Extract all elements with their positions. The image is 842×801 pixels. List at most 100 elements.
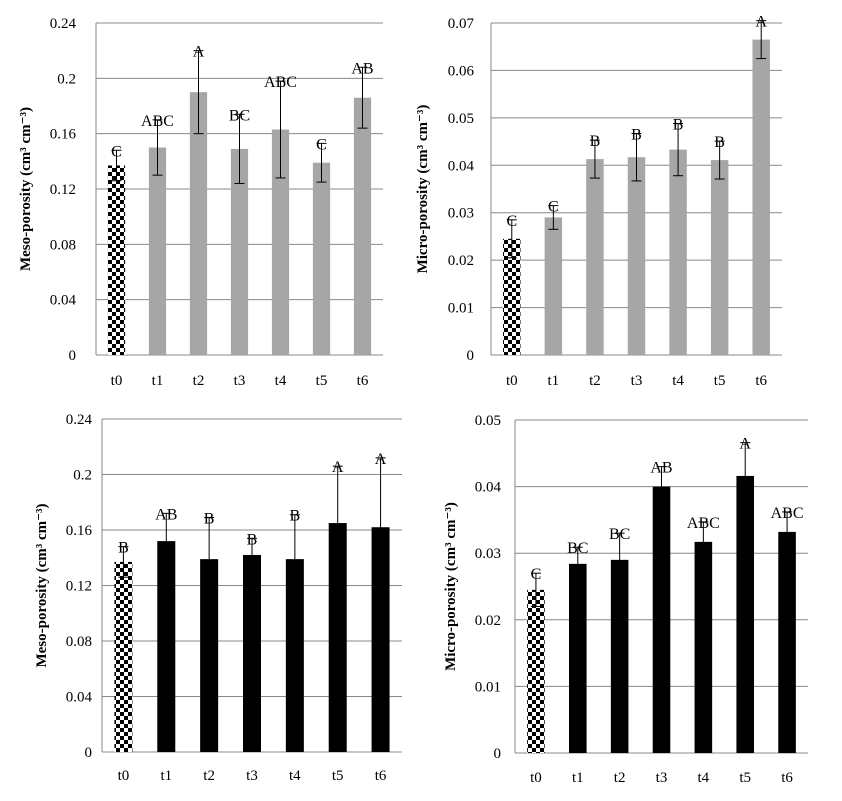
y-tick-label: 0.05 — [475, 413, 501, 429]
bar-t2 — [189, 92, 208, 356]
y-tick-label: 0.16 — [66, 523, 93, 539]
bar-t6 — [353, 97, 372, 355]
bar-t6 — [752, 39, 770, 355]
y-axis-label: Micro-porosity (cm³ cm⁻³) — [443, 502, 459, 671]
y-tick-label: 0 — [85, 745, 93, 761]
top-right-micro-chart: 0 0.01 0.02 0.03 0.04 0.05 0.06 0.07 Micro-poros… — [415, 14, 782, 389]
x-tick-label: t3 — [656, 770, 668, 786]
y-tick-label: 0.24 — [50, 16, 77, 32]
y-tick-label: 0.16 — [50, 127, 77, 143]
bar-t0 — [503, 238, 521, 355]
bar-t2 — [586, 159, 604, 355]
x-tick-label: t1 — [548, 373, 560, 389]
bar-t4 — [285, 559, 304, 752]
bar-t1 — [148, 147, 167, 355]
y-tick-label: 0.12 — [50, 182, 76, 198]
significance-label: A — [375, 451, 387, 468]
y-tick-label: 0.02 — [475, 613, 501, 629]
y-tick-label: 0.03 — [448, 206, 474, 222]
y-tick-label: 0.03 — [475, 546, 501, 562]
significance-label: C — [548, 199, 559, 216]
x-tick-label: t4 — [275, 373, 287, 389]
bar-t2 — [200, 559, 219, 752]
y-tick-label: 0.01 — [448, 301, 474, 317]
significance-label: BC — [567, 540, 588, 557]
significance-label: ABC — [141, 113, 174, 130]
significance-label: A — [755, 14, 767, 31]
bar-t3 — [652, 486, 671, 753]
significance-label: B — [204, 511, 215, 528]
bar-t2 — [610, 559, 629, 753]
x-tick-label: t6 — [375, 768, 387, 784]
x-tick-label: t4 — [289, 768, 301, 784]
significance-label: AB — [351, 60, 373, 77]
significance-label: BC — [229, 107, 250, 124]
x-tick-label: t6 — [357, 373, 369, 389]
y-tick-label: 0.08 — [66, 634, 92, 650]
y-tick-label: 0.05 — [448, 111, 474, 127]
x-tick-label: t2 — [589, 373, 601, 389]
significance-label: B — [290, 508, 301, 525]
x-tick-label: t0 — [118, 768, 130, 784]
y-tick-label: 0.07 — [448, 16, 475, 32]
bar-t1 — [568, 563, 587, 753]
significance-label: AB — [650, 460, 672, 477]
significance-label: ABC — [264, 74, 297, 91]
x-tick-label: t3 — [246, 768, 258, 784]
y-tick-label: 0.2 — [73, 468, 92, 484]
y-axis-label: Micro-porosity (cm³ cm⁻³) — [415, 105, 431, 274]
x-tick-label: t3 — [631, 373, 643, 389]
significance-label: C — [111, 143, 122, 160]
y-tick-label: 0.01 — [475, 679, 501, 695]
y-tick-label: 0.04 — [50, 293, 77, 309]
x-tick-label: t0 — [506, 373, 518, 389]
y-axis-label: Meso-porosity (cm³ cm⁻³) — [18, 107, 34, 271]
significance-label: ABC — [771, 505, 804, 522]
significance-label: C — [531, 566, 542, 583]
x-tick-label: t3 — [234, 373, 246, 389]
bar-t0 — [114, 561, 133, 752]
y-axis-label: Meso-porosity (cm³ cm⁻³) — [34, 503, 50, 667]
significance-label: BC — [609, 526, 630, 543]
bar-t6 — [778, 531, 796, 753]
x-tick-label: t5 — [332, 768, 344, 784]
y-tick-label: 0.04 — [448, 158, 475, 174]
significance-label: A — [739, 436, 751, 453]
x-tick-label: t1 — [160, 768, 172, 784]
x-tick-label: t0 — [111, 373, 123, 389]
bar-t4 — [271, 129, 290, 355]
significance-label: C — [506, 213, 517, 230]
bar-t1 — [157, 541, 176, 752]
bar-t3 — [627, 157, 646, 355]
significance-label: AB — [155, 506, 177, 523]
bar-t0 — [107, 165, 126, 355]
bar-t1 — [544, 217, 563, 355]
bar-t4 — [694, 541, 713, 753]
significance-label: A — [193, 44, 205, 61]
x-tick-label: t6 — [781, 770, 793, 786]
y-tick-label: 0.2 — [57, 71, 76, 87]
significance-label: A — [332, 459, 344, 476]
bar-t3 — [230, 148, 249, 355]
top-left-meso-chart: 0 0.04 0.08 0.12 0.16 0.2 0.24 Meso-porosity (c… — [18, 16, 383, 389]
significance-label: B — [590, 133, 601, 150]
y-tick-label: 0 — [69, 348, 77, 364]
x-tick-label: t2 — [193, 373, 205, 389]
y-tick-label: 0.12 — [66, 579, 92, 595]
x-tick-label: t5 — [739, 770, 751, 786]
y-tick-label: 0.04 — [66, 690, 93, 706]
bar-t4 — [669, 149, 687, 355]
x-tick-label: t2 — [203, 768, 215, 784]
y-tick-label: 0 — [494, 746, 502, 762]
x-tick-label: t2 — [614, 770, 626, 786]
x-tick-label: t0 — [530, 770, 542, 786]
bar-t6 — [371, 527, 390, 752]
bottom-left-meso-chart: 0 0.04 0.08 0.12 0.16 0.2 0.24 Meso-porosity (c… — [34, 412, 402, 784]
x-tick-label: t5 — [316, 373, 328, 389]
significance-label: B — [247, 531, 258, 548]
x-tick-label: t1 — [152, 373, 164, 389]
x-tick-label: t5 — [714, 373, 726, 389]
y-tick-label: 0.08 — [50, 237, 76, 253]
x-tick-label: t4 — [672, 373, 684, 389]
